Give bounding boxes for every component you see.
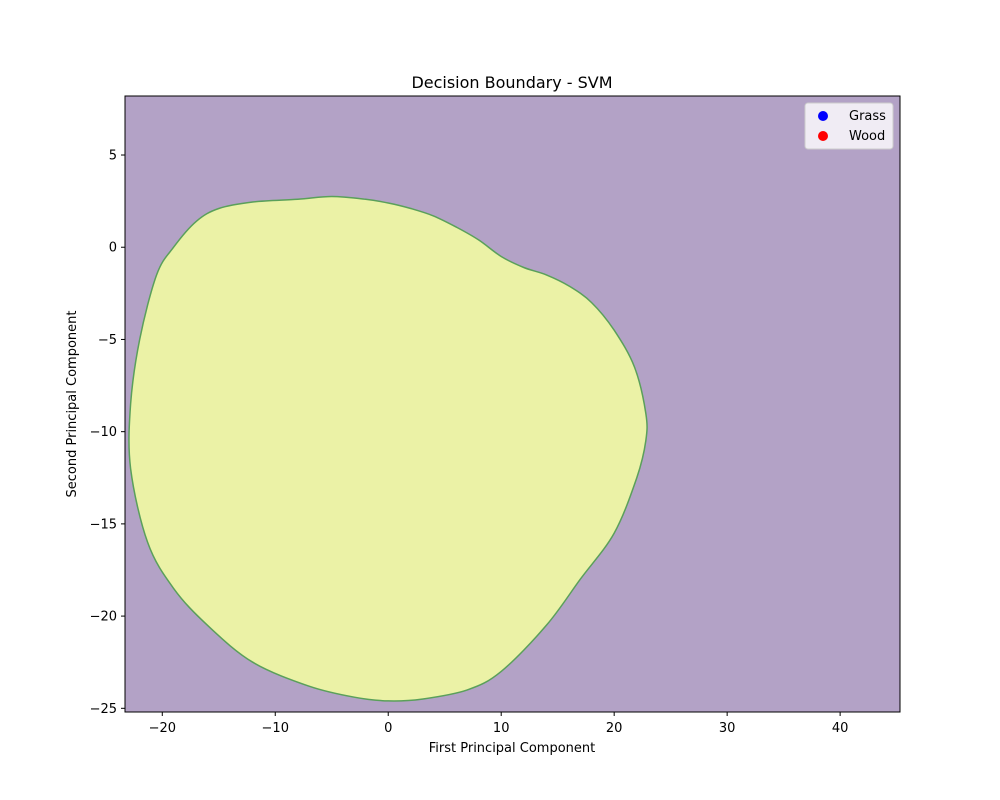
- plot-frame: [124, 95, 901, 713]
- y-axis-ticks: −25 −20 −15 −10 −5 0 5: [90, 149, 125, 717]
- legend-label-grass: Grass: [849, 109, 886, 124]
- y-tick-label: −10: [90, 425, 117, 440]
- y-tick-label: −5: [98, 333, 117, 348]
- x-tick-label: −10: [262, 721, 289, 736]
- legend-marker-wood: [818, 131, 828, 141]
- x-tick-label: 0: [384, 721, 392, 736]
- x-tick-label: −20: [149, 721, 176, 736]
- x-tick-label: 20: [606, 721, 623, 736]
- legend-label-wood: Wood: [849, 129, 885, 144]
- chart-title: Decision Boundary - SVM: [411, 73, 612, 92]
- legend-marker-grass: [818, 111, 828, 121]
- legend: Grass Wood: [804, 102, 894, 150]
- x-tick-label: 40: [832, 721, 849, 736]
- y-tick-label: −25: [90, 702, 117, 717]
- y-tick-label: 0: [109, 241, 117, 256]
- inside-region: [128, 195, 648, 702]
- x-axis-ticks: −20 −10 0 10 20 30 40: [149, 712, 849, 736]
- x-axis-label: First Principal Component: [429, 741, 596, 756]
- x-tick-label: 10: [493, 721, 510, 736]
- y-tick-label: −15: [90, 517, 117, 532]
- y-tick-label: −20: [90, 610, 117, 625]
- x-tick-label: 30: [719, 721, 736, 736]
- plot-area: [125, 96, 900, 712]
- y-axis-label: Second Principal Component: [65, 311, 80, 498]
- y-tick-label: 5: [109, 149, 117, 164]
